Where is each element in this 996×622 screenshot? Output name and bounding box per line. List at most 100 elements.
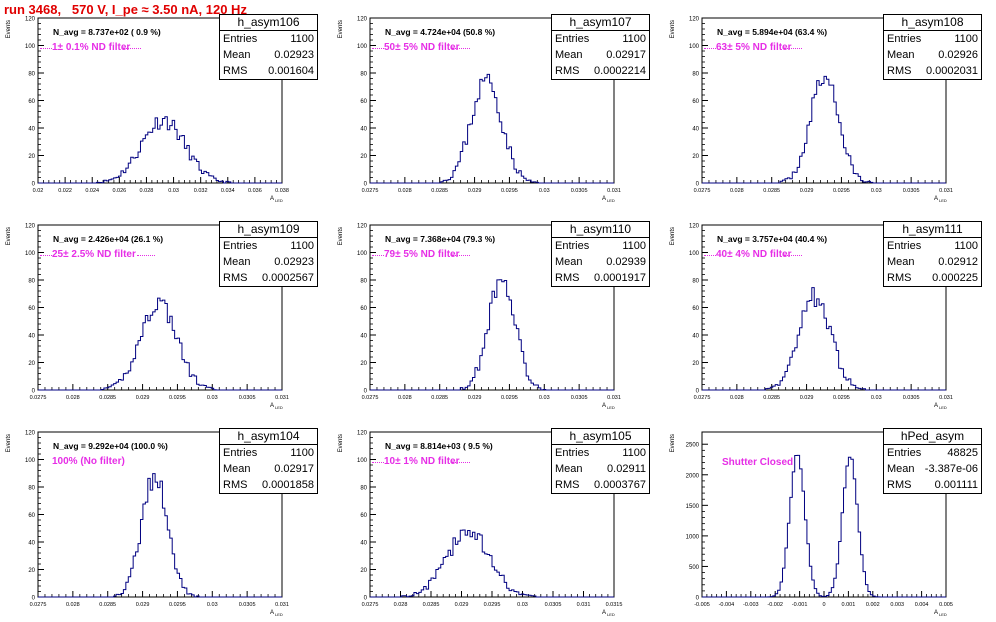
stats-value-mean: 0.02912 [938,256,978,268]
x-axis-label: A [934,196,938,202]
x-tick-label: 0.0295 [169,395,186,401]
x-tick-label: 0.0295 [501,188,518,194]
filter-dotted-line [372,462,384,463]
stats-row-entries: Entries 1100 [223,238,314,254]
stats-box: Entries 1100 Mean 0.02917 RMS 0.0001858 [219,444,318,494]
stats-row-mean: Mean 0.02917 [223,461,314,477]
y-tick-label: 120 [25,224,36,230]
histogram-panel-h_asym110: 0 20 40 60 80 100 120 0.0275 0.028 0.0285 0.029 0.0… [332,207,664,414]
y-tick-label: 500 [689,565,700,571]
histogram-plot: 0 20 40 60 80 100 120 0.0275 0.028 0.0285 0.029 0.0… [338,224,621,411]
y-axis-label: Events [6,227,12,245]
y-axis-label: Events [670,20,676,38]
stats-value-entries: 1100 [954,240,978,252]
x-tick-label: 0.0295 [169,602,186,608]
histogram-line [38,116,282,184]
x-tick-label: 0.0305 [571,188,588,194]
stats-label-mean: Mean [223,49,251,61]
x-tick-label: 0.031 [607,395,621,401]
x-axis-label: A [602,196,606,202]
x-tick-label: 0.0305 [571,395,588,401]
x-tick-label: 0.003 [890,602,904,608]
stats-row-entries: Entries 1100 [887,238,978,254]
n-avg-label: N_avg = 4.724e+04 (50.8 %) [385,27,496,37]
n-avg-label: N_avg = 8.737e+02 ( 0.9 %) [53,27,161,37]
x-axis-label: A [270,610,274,616]
y-axis-label: Events [670,227,676,245]
y-tick-label: 60 [360,513,367,519]
x-tick-label: 0.004 [915,602,929,608]
y-tick-label: 60 [692,99,699,105]
n-avg-label: N_avg = 2.426e+04 (26.1 %) [53,234,164,244]
x-tick-label: 0.028 [140,188,154,194]
stats-label-mean: Mean [887,256,915,268]
x-tick-label: 0.0275 [694,188,711,194]
stats-value-entries: 1100 [290,240,314,252]
filter-label: 1± 0.1% ND filter [52,42,131,53]
stats-box: Entries 1100 Mean 0.02917 RMS 0.0002214 [551,30,650,80]
y-tick-label: 40 [692,127,699,133]
stats-row-entries: Entries 1100 [223,445,314,461]
stats-row-mean: Mean 0.02923 [223,254,314,270]
y-tick-label: 20 [28,568,35,574]
stats-row-rms: RMS 0.000225 [887,270,978,286]
x-tick-label: 0.0305 [239,602,256,608]
x-tick-label: 0.028 [398,188,412,194]
stats-label-mean: Mean [223,463,251,475]
filter-label: Shutter Closed [722,457,794,468]
x-tick-label: 0.0275 [30,602,47,608]
stats-label-rms: RMS [887,65,912,77]
stats-label-entries: Entries [555,33,590,45]
filter-label: 100% (No filter) [52,456,125,467]
x-tick-label: 0.02 [33,188,44,194]
y-tick-label: 80 [28,72,35,78]
y-tick-label: 80 [28,486,35,492]
filter-dotted-line [704,48,716,49]
stats-label-entries: Entries [555,447,590,459]
x-tick-label: 0.031 [275,395,289,401]
y-tick-label: 120 [25,431,36,437]
x-tick-label: 0.03 [871,188,882,194]
stats-label-entries: Entries [887,447,922,459]
stats-box: Entries 48825 Mean -3.387e-06 RMS 0.001111 [883,444,982,494]
x-tick-label: 0.03 [207,602,218,608]
y-tick-label: 0 [364,596,368,602]
stats-row-rms: RMS 0.0001858 [223,477,314,493]
x-tick-label: 0.031 [275,602,289,608]
stats-row-entries: Entries 1100 [555,445,646,461]
y-tick-label: 1500 [686,504,700,510]
x-tick-label: -0.002 [767,602,783,608]
y-tick-label: 100 [357,251,368,257]
histogram-plot: 0 20 40 60 80 100 120 0.0275 0.028 0.0285 0.029 0.0… [338,431,622,618]
stats-label-rms: RMS [223,479,248,491]
x-tick-label: 0.0305 [903,188,920,194]
y-tick-label: 0 [32,389,36,395]
filter-dotted-line [137,255,155,256]
y-axis-label: Events [338,434,344,452]
histogram-name: hPed_asym [883,428,982,445]
y-tick-label: 1000 [686,534,700,540]
stats-row-rms: RMS 0.001604 [223,63,314,79]
x-tick-label: 0.031 [607,188,621,194]
x-tick-label: 0.0295 [833,188,850,194]
x-tick-label: 0.031 [939,395,953,401]
histogram-line [702,287,946,391]
x-tick-label: 0.0285 [99,602,116,608]
stats-label-mean: Mean [555,463,583,475]
y-tick-label: 0 [32,182,36,188]
histogram-panel-h_asym105: 0 20 40 60 80 100 120 0.0275 0.028 0.0285 0.029 0.0… [332,414,664,621]
stats-label-mean: Mean [555,256,583,268]
stats-value-mean: 0.02917 [606,49,646,61]
x-axis-label: A [270,196,274,202]
x-tick-label: 0.0285 [763,395,780,401]
filter-label: 63± 5% ND filter [716,42,792,53]
stats-label-mean: Mean [887,463,915,475]
stats-value-rms: 0.001111 [934,479,978,491]
n-avg-label: N_avg = 9.292e+04 (100.0 %) [53,441,168,451]
y-tick-label: 120 [689,224,700,230]
x-tick-label: 0.0305 [545,602,562,608]
histogram-name: h_asym110 [551,221,650,238]
stats-label-rms: RMS [887,272,912,284]
x-axis-label: A [602,403,606,409]
histogram-panel-h_asym108: 0 20 40 60 80 100 120 0.0275 0.028 0.0285 0.029 0.0… [664,0,996,207]
